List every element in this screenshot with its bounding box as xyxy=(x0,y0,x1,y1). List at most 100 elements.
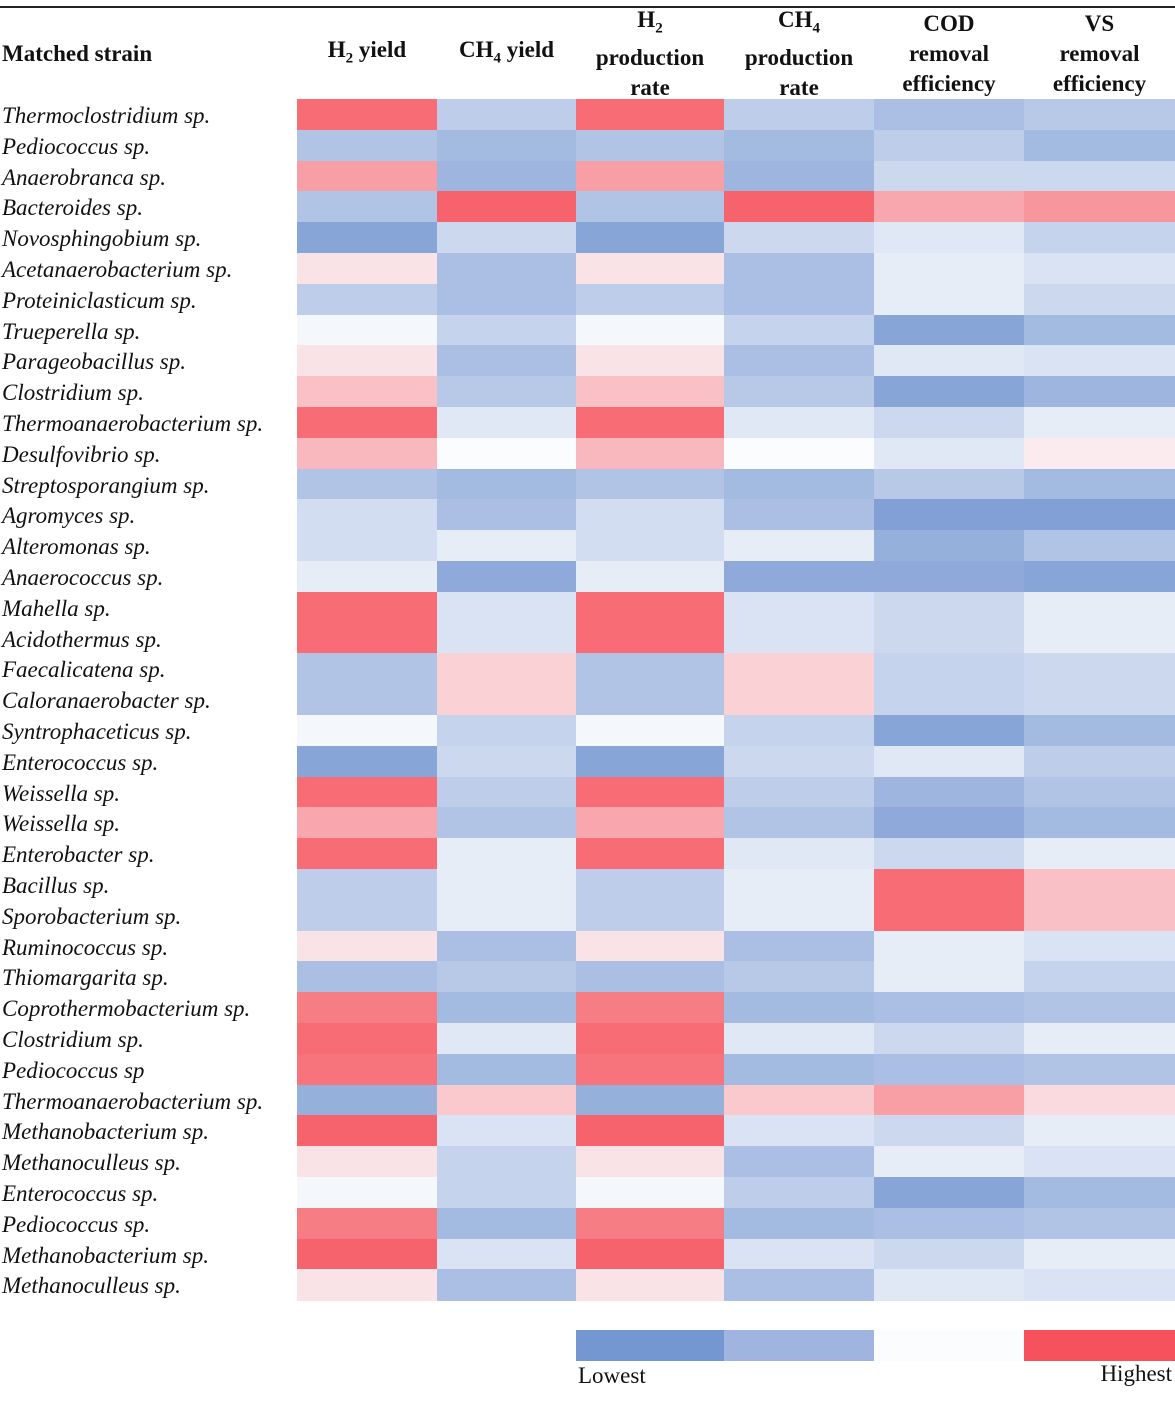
heatmap-cell xyxy=(874,437,1024,470)
heatmap-cell xyxy=(437,407,576,439)
heatmap-cell xyxy=(724,160,874,192)
strain-label: Desulfovibrio sp. xyxy=(2,441,161,467)
heatmap-cell xyxy=(297,776,437,808)
header-col-1: H2 yield xyxy=(327,36,407,67)
heatmap-cell xyxy=(297,129,437,162)
heatmap-cell xyxy=(437,1084,576,1116)
legend-swatch xyxy=(874,1330,1024,1361)
heatmap-cell xyxy=(724,869,874,932)
heatmap-cell xyxy=(437,468,576,500)
header-col-5: COD removal efficiency xyxy=(902,11,996,96)
heatmap-cell xyxy=(724,961,874,993)
heatmap-cell xyxy=(874,776,1024,808)
heatmap-cell xyxy=(874,129,1024,162)
heatmap-cell xyxy=(1024,407,1175,439)
heatmap-cell xyxy=(576,561,724,593)
heatmap-cell xyxy=(724,99,874,131)
heatmap-cell xyxy=(724,715,874,747)
strain-label: Pediococcus sp xyxy=(2,1057,145,1083)
heatmap-cell xyxy=(576,191,724,223)
heatmap-cell xyxy=(437,499,576,531)
heatmap-cell xyxy=(437,992,576,1024)
strain-label: Thermoanaerobacterium sp. xyxy=(2,1088,264,1114)
strain-label: Bacillus sp. xyxy=(2,873,110,898)
heatmap-cell xyxy=(724,930,874,962)
strain-label: Thermoanaerobacterium sp. xyxy=(2,411,264,436)
heatmap-cell xyxy=(576,1177,724,1209)
strain-label: Acetanaerobacterium sp. xyxy=(2,257,233,282)
heatmap-cell xyxy=(297,191,437,223)
strain-label: Enterococcus sp. xyxy=(2,1181,159,1206)
legend-low-label: Lowest xyxy=(578,1363,646,1388)
heatmap-cell xyxy=(874,1238,1024,1270)
legend-swatch xyxy=(1024,1330,1175,1361)
heatmap-cell xyxy=(297,1177,437,1209)
heatmap-cell xyxy=(297,345,437,377)
heatmap-cell xyxy=(576,838,724,870)
heatmap-cell xyxy=(576,1207,724,1240)
heatmap-cell xyxy=(1024,807,1175,839)
heatmap-cell xyxy=(297,314,437,346)
heatmap-cell xyxy=(724,376,874,408)
heatmap-cell xyxy=(1024,776,1175,808)
heatmap-cell xyxy=(297,99,437,131)
heatmap-cell xyxy=(1024,591,1175,654)
heatmap-cell xyxy=(1024,930,1175,962)
heatmap-cell xyxy=(724,314,874,346)
heatmap-cell xyxy=(1024,1269,1175,1301)
heatmap-cell xyxy=(874,715,1024,747)
heatmap-cell xyxy=(1024,1177,1175,1209)
heatmap-cell xyxy=(576,129,724,162)
heatmap-cell xyxy=(297,376,437,408)
heatmap-cell xyxy=(874,1269,1024,1301)
heatmap-cell xyxy=(724,129,874,162)
heatmap-cell xyxy=(874,222,1024,254)
heatmap-cell xyxy=(297,561,437,593)
heatmap-cell xyxy=(1024,1023,1175,1055)
strain-label: Agromyces sp. xyxy=(2,503,136,529)
heatmap-cell xyxy=(1024,468,1175,500)
header-col-4: CH4 production rate xyxy=(744,6,854,101)
heatmap-cell xyxy=(1024,283,1175,316)
heatmap-cell xyxy=(1024,1238,1175,1270)
heatmap-cell xyxy=(576,961,724,993)
heatmap-cell xyxy=(874,407,1024,439)
heatmap-cell xyxy=(576,715,724,747)
strain-label: Weissella sp. xyxy=(2,780,120,806)
heatmap-cell xyxy=(437,1053,576,1086)
heatmap-cell xyxy=(437,869,576,932)
heatmap-cell xyxy=(437,222,576,254)
heatmap-cell xyxy=(576,653,724,716)
heatmap-cell xyxy=(437,1115,576,1147)
heatmap-cell xyxy=(576,930,724,962)
heatmap-cell xyxy=(1024,530,1175,562)
heatmap-cell xyxy=(297,1084,437,1116)
heatmap-cell xyxy=(437,283,576,316)
heatmap-cell xyxy=(576,160,724,192)
heatmap-cell xyxy=(437,745,576,778)
heatmap-cell xyxy=(437,930,576,962)
heatmap-cell xyxy=(437,314,576,346)
strain-label: Acidothermus sp. xyxy=(2,626,162,652)
heatmap-cell xyxy=(724,1269,874,1301)
heatmap-cell xyxy=(437,961,576,993)
strain-label: Alteromonas sp. xyxy=(2,534,151,560)
heatmap-cell xyxy=(1024,437,1175,470)
strain-label: Coprothermobacterium sp. xyxy=(2,996,251,1022)
heatmap-cell xyxy=(1024,1053,1175,1086)
strain-label: Sporobacterium sp. xyxy=(2,903,182,929)
heatmap-cell xyxy=(297,1269,437,1301)
table-top-rule xyxy=(0,6,1175,8)
heatmap-cell xyxy=(297,807,437,839)
heatmap-cell xyxy=(874,653,1024,716)
heatmap-cell xyxy=(437,838,576,870)
heatmap-cell xyxy=(297,1238,437,1270)
strain-label: Proteiniclasticum sp. xyxy=(2,287,197,313)
heatmap-cell xyxy=(874,838,1024,870)
heatmap-cell xyxy=(576,345,724,377)
heatmap-cell xyxy=(724,807,874,839)
strain-label: Methanoculleus sp. xyxy=(2,1150,181,1176)
heatmap-cell xyxy=(1024,992,1175,1024)
heatmap-cell xyxy=(437,1023,576,1055)
heatmap-cell xyxy=(576,99,724,131)
